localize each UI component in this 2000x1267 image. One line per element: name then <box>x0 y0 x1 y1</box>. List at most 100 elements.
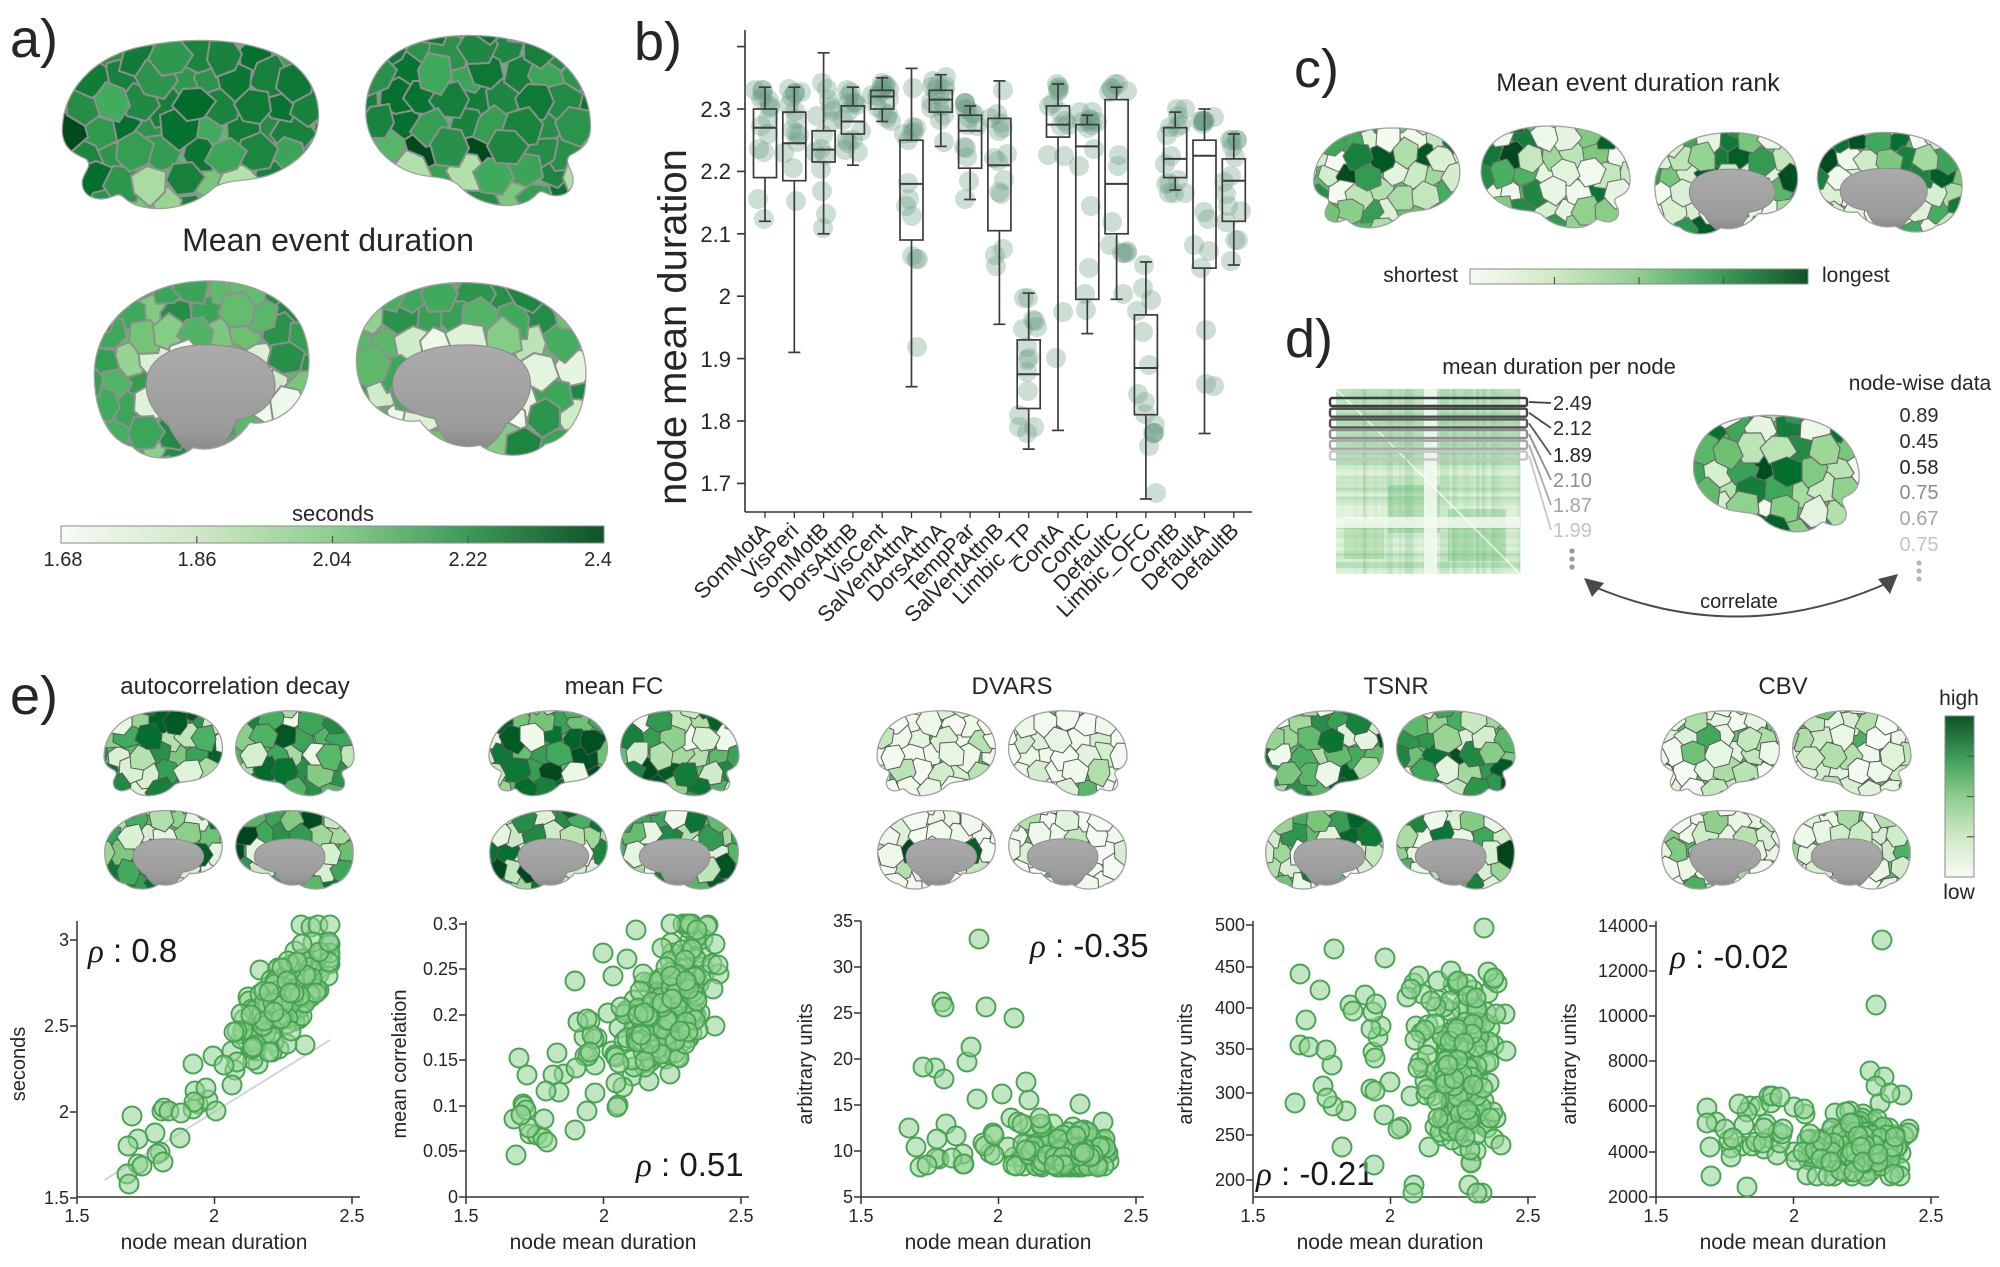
svg-text:0.3: 0.3 <box>433 914 458 934</box>
svg-text:seconds: seconds <box>8 1027 30 1102</box>
svg-text:6000: 6000 <box>1608 1096 1648 1116</box>
svg-text:2.5: 2.5 <box>728 1206 753 1226</box>
svg-text:2.5: 2.5 <box>339 1206 364 1226</box>
svg-text:ρ : -0.21: ρ : -0.21 <box>1255 1155 1375 1193</box>
svg-text:DVARS: DVARS <box>972 673 1053 700</box>
svg-text:4000: 4000 <box>1608 1142 1648 1162</box>
svg-text:25: 25 <box>833 1003 853 1023</box>
svg-text:ρ : -0.35: ρ : -0.35 <box>1029 927 1149 965</box>
svg-text:20: 20 <box>833 1049 853 1069</box>
svg-text:2: 2 <box>1385 1206 1395 1226</box>
svg-text:300: 300 <box>1215 1083 1245 1103</box>
svg-text:2: 2 <box>719 284 731 309</box>
svg-text:12000: 12000 <box>1598 961 1648 981</box>
svg-text:low: low <box>1943 881 1975 904</box>
svg-text:TSNR: TSNR <box>1363 673 1428 700</box>
svg-text:0.2: 0.2 <box>433 1005 458 1025</box>
svg-text:1.5: 1.5 <box>1240 1206 1265 1226</box>
svg-text:1.86: 1.86 <box>178 549 217 571</box>
svg-text:1.87: 1.87 <box>1553 495 1592 517</box>
svg-text:b): b) <box>634 12 682 72</box>
svg-text:2.04: 2.04 <box>313 549 352 571</box>
svg-text:1.5: 1.5 <box>1643 1206 1668 1226</box>
svg-text:15: 15 <box>833 1095 853 1115</box>
svg-text:8000: 8000 <box>1608 1051 1648 1071</box>
svg-text:2.5: 2.5 <box>1123 1206 1148 1226</box>
svg-text:450: 450 <box>1215 957 1245 977</box>
svg-text:2.5: 2.5 <box>1515 1206 1540 1226</box>
svg-text:5: 5 <box>843 1187 853 1207</box>
svg-text:1.68: 1.68 <box>44 549 83 571</box>
svg-text:200: 200 <box>1215 1170 1245 1190</box>
svg-text:node mean duration: node mean duration <box>1700 1231 1887 1254</box>
svg-text:3: 3 <box>59 930 69 950</box>
svg-text:0.67: 0.67 <box>1900 508 1939 530</box>
svg-text:400: 400 <box>1215 998 1245 1018</box>
svg-text:0.05: 0.05 <box>423 1141 458 1161</box>
svg-text:350: 350 <box>1215 1039 1245 1059</box>
svg-text:0.75: 0.75 <box>1900 482 1939 504</box>
svg-text:node mean duration: node mean duration <box>651 149 695 505</box>
svg-text:1.7: 1.7 <box>700 471 731 496</box>
svg-text:10000: 10000 <box>1598 1006 1648 1026</box>
svg-text:node mean duration: node mean duration <box>1297 1231 1484 1254</box>
svg-text:0.25: 0.25 <box>423 959 458 979</box>
svg-text:Mean event duration rank: Mean event duration rank <box>1496 69 1780 97</box>
svg-text:1.8: 1.8 <box>700 409 731 434</box>
svg-text:2.1: 2.1 <box>700 222 731 247</box>
svg-text:1.5: 1.5 <box>64 1206 89 1226</box>
svg-text:node mean duration: node mean duration <box>905 1231 1092 1254</box>
svg-text:high: high <box>1939 687 1979 710</box>
svg-text:2: 2 <box>59 1102 69 1122</box>
svg-text:mean FC: mean FC <box>565 673 664 700</box>
svg-text:CBV: CBV <box>1758 673 1807 700</box>
svg-text:ρ : 0.8: ρ : 0.8 <box>87 932 177 970</box>
svg-text:ρ : -0.02: ρ : -0.02 <box>1669 938 1789 976</box>
svg-text:0: 0 <box>448 1187 458 1207</box>
svg-text:35: 35 <box>833 911 853 931</box>
svg-text:ρ : 0.51: ρ : 0.51 <box>635 1146 744 1184</box>
svg-text:1.99: 1.99 <box>1553 520 1592 542</box>
svg-text:shortest: shortest <box>1383 264 1458 287</box>
svg-text:Mean event duration: Mean event duration <box>182 222 474 258</box>
svg-text:500: 500 <box>1215 915 1245 935</box>
svg-text:0.89: 0.89 <box>1900 405 1939 427</box>
svg-text:1.9: 1.9 <box>700 347 731 372</box>
svg-text:2000: 2000 <box>1608 1187 1648 1207</box>
svg-text:2: 2 <box>1789 1206 1799 1226</box>
svg-text:0.1: 0.1 <box>433 1096 458 1116</box>
svg-text:longest: longest <box>1822 264 1890 287</box>
svg-text:seconds: seconds <box>292 501 374 526</box>
svg-text:2.5: 2.5 <box>1918 1206 1943 1226</box>
svg-text:0.58: 0.58 <box>1900 457 1939 479</box>
svg-text:0.45: 0.45 <box>1900 431 1939 453</box>
svg-text:autocorrelation decay: autocorrelation decay <box>120 673 349 700</box>
svg-text:2.12: 2.12 <box>1553 418 1592 440</box>
svg-text:arbitrary units: arbitrary units <box>795 1003 817 1124</box>
svg-text:2.2: 2.2 <box>700 159 731 184</box>
svg-text:arbitrary units: arbitrary units <box>1175 1003 1197 1124</box>
svg-text:1.5: 1.5 <box>44 1188 69 1208</box>
svg-text:2.49: 2.49 <box>1553 393 1592 415</box>
svg-text:d): d) <box>1285 309 1333 369</box>
svg-text:correlate: correlate <box>1700 591 1778 613</box>
svg-text:30: 30 <box>833 957 853 977</box>
svg-text:1.5: 1.5 <box>848 1206 873 1226</box>
svg-text:e): e) <box>10 666 58 726</box>
svg-text:2: 2 <box>599 1206 609 1226</box>
svg-text:node mean duration: node mean duration <box>510 1231 697 1254</box>
svg-text:mean correlation: mean correlation <box>389 990 411 1139</box>
svg-text:14000: 14000 <box>1598 916 1648 936</box>
svg-text:0.75: 0.75 <box>1900 534 1939 556</box>
svg-text:1.89: 1.89 <box>1553 445 1592 467</box>
svg-text:c): c) <box>1294 39 1339 99</box>
svg-text:2.4: 2.4 <box>584 549 612 571</box>
svg-text:2.3: 2.3 <box>700 97 731 122</box>
svg-text:2.22: 2.22 <box>449 549 488 571</box>
svg-text:1.5: 1.5 <box>453 1206 478 1226</box>
svg-text:10: 10 <box>833 1141 853 1161</box>
svg-text:mean duration per node: mean duration per node <box>1442 354 1676 379</box>
svg-text:a): a) <box>10 9 58 69</box>
svg-text:arbitrary units: arbitrary units <box>1559 1003 1581 1124</box>
svg-text:2: 2 <box>209 1206 219 1226</box>
